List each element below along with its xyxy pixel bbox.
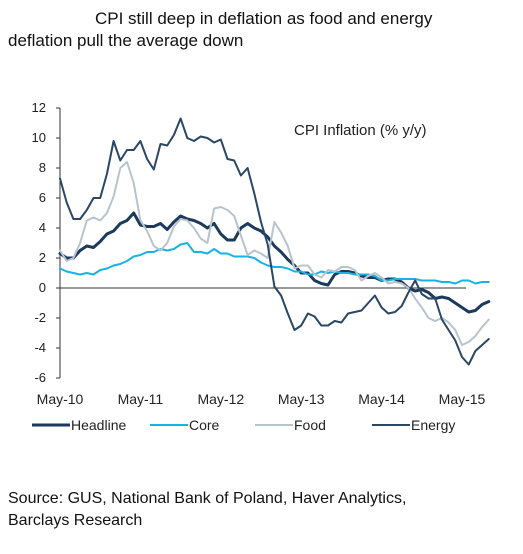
y-tick-label: 8 [39, 160, 46, 175]
source-note: Source: GUS, National Bank of Poland, Ha… [8, 488, 518, 532]
x-tick-label: May-12 [197, 391, 244, 407]
x-tick-label: May-10 [37, 391, 84, 407]
chart-axes: 12 10 8 6 4 2 0 -2 -4 -6 May-10 May-11 May-12 May-13 M… [32, 100, 486, 407]
source-line2: Barclays Research [8, 512, 143, 529]
chart-title-line2: deflation pull the average down [8, 31, 244, 50]
cpi-inflation-chart: 12 10 8 6 4 2 0 -2 -4 -6 May-10 May-11 May-12 May-13 M… [32, 100, 491, 433]
x-tick-label: May-15 [439, 391, 486, 407]
y-tick-label: 10 [32, 130, 46, 145]
series-line-core [59, 242, 490, 285]
source-line1: Source: GUS, National Bank of Poland, Ha… [8, 490, 407, 507]
y-tick-label: 0 [39, 280, 46, 295]
series-line-energy [59, 117, 490, 366]
y-tick-label: -2 [34, 310, 46, 325]
y-tick-label: -6 [34, 370, 46, 385]
legend-label-headline: Headline [71, 417, 126, 433]
legend-label-energy: Energy [411, 417, 455, 433]
legend-label-core: Core [189, 417, 220, 433]
chart-title: CPI still deep in deflation as food and … [0, 8, 523, 52]
y-tick-label: 12 [32, 100, 46, 115]
chart-legend: Headline Core Food Energy [32, 417, 455, 433]
y-tick-label: -4 [34, 340, 46, 355]
chart-inner-title: CPI Inflation (% y/y) [294, 122, 427, 139]
chart-series [58, 117, 491, 366]
x-tick-label: May-14 [358, 391, 405, 407]
x-tick-label: May-13 [278, 391, 325, 407]
series-line-food [59, 161, 490, 346]
chart-title-line1: CPI still deep in deflation as food and … [95, 9, 433, 28]
y-tick-label: 4 [39, 220, 46, 235]
series-line-headline [58, 211, 491, 314]
x-tick-label: May-11 [118, 391, 164, 407]
y-tick-label: 6 [39, 190, 46, 205]
y-tick-label: 2 [39, 250, 46, 265]
legend-label-food: Food [294, 417, 326, 433]
